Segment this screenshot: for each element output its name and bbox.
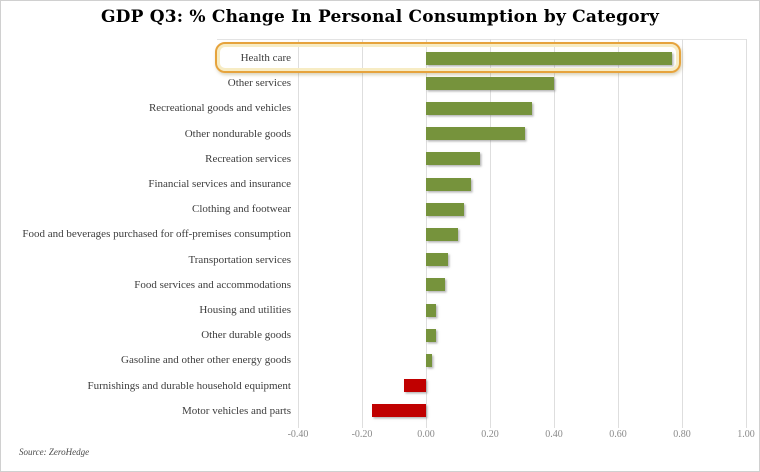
source-note: Source: ZeroHedge <box>19 447 90 457</box>
bar <box>426 152 481 166</box>
bar <box>426 202 465 216</box>
gridline <box>554 39 555 428</box>
x-axis-tick-label: 0.00 <box>417 429 435 440</box>
gridline <box>682 39 683 428</box>
bar <box>426 353 433 367</box>
bar <box>426 177 471 191</box>
highlight-box <box>215 42 681 73</box>
category-label: Financial services and insurance <box>148 178 291 190</box>
x-axis-tick-label: -0.20 <box>351 429 373 440</box>
bar <box>426 253 449 267</box>
x-axis-tick-label: 0.60 <box>609 429 627 440</box>
category-label: Motor vehicles and parts <box>181 404 291 417</box>
category-label: Transportation services <box>188 253 291 266</box>
category-label: Gasoline and other other energy goods <box>121 354 291 367</box>
gridline <box>298 39 299 428</box>
category-label: Other durable goods <box>201 329 291 342</box>
bar <box>426 303 436 317</box>
plot-top-border <box>217 39 747 40</box>
bar <box>371 404 426 418</box>
x-axis-tick-label: 0.40 <box>545 429 563 440</box>
category-label: Clothing and footwear <box>192 203 291 216</box>
category-label: Recreation services <box>205 152 291 165</box>
category-label: Furnishings and durable household equipm… <box>87 379 291 392</box>
bar <box>426 278 446 292</box>
category-label: Other services <box>227 77 291 90</box>
bar <box>403 379 426 393</box>
bar <box>426 227 458 241</box>
chart-title: GDP Q3: % Change In Personal Consumption… <box>100 7 660 27</box>
bar <box>426 76 554 90</box>
category-label: Health care <box>240 52 291 64</box>
bar <box>426 101 532 115</box>
x-axis-tick-label: 1.00 <box>737 429 755 440</box>
bar <box>426 51 673 65</box>
bar <box>426 328 436 342</box>
category-label: Recreational goods and vehicles <box>148 102 291 115</box>
category-label: Housing and utilities <box>199 304 291 316</box>
gridline <box>746 39 747 428</box>
gridline <box>490 39 491 428</box>
x-axis-tick-label: 0.20 <box>481 429 499 440</box>
x-axis-tick-label: -0.40 <box>287 429 309 440</box>
category-label: Food services and accommodations <box>134 278 291 291</box>
bar <box>426 127 526 141</box>
category-label: Other nondurable goods <box>184 127 291 140</box>
gridline <box>618 39 619 428</box>
x-axis-tick-label: 0.80 <box>673 429 691 440</box>
category-label: Food and beverages purchased for off-pre… <box>22 228 291 241</box>
gridline <box>362 39 363 428</box>
